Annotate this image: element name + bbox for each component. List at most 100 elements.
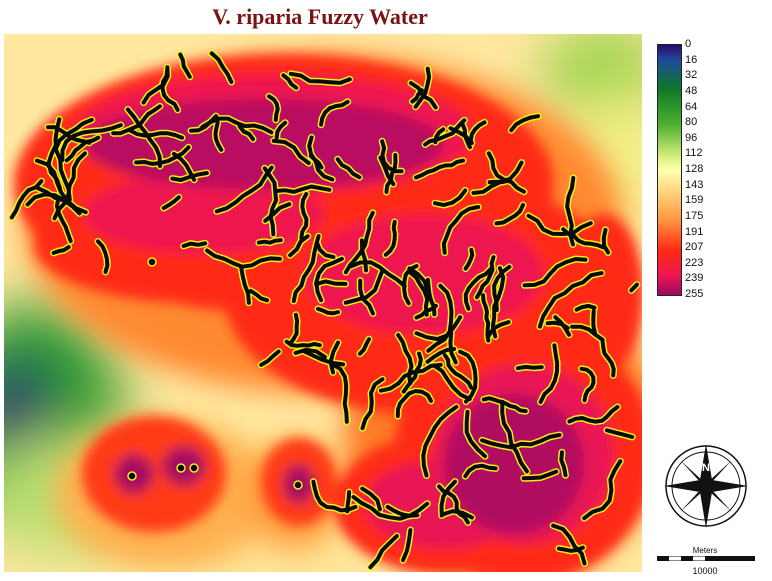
map-title: V. riparia Fuzzy Water: [212, 4, 428, 29]
stream-segment: [433, 188, 468, 207]
stream-segment: [358, 278, 375, 316]
stream-segment: [383, 219, 397, 257]
stream-segment: [481, 293, 491, 343]
stream-segment: [213, 120, 224, 152]
stream-segment: [345, 490, 352, 514]
stream-segment: [486, 320, 511, 338]
stream-segment: [46, 143, 63, 191]
stream-segment: [319, 99, 350, 127]
stream-segment: [141, 65, 170, 105]
legend-tick-label: 191: [685, 226, 704, 238]
stream-segment: [378, 362, 443, 393]
stream-segment: [426, 283, 454, 353]
stream-segment: [414, 303, 438, 320]
stream-segment: [359, 238, 368, 273]
stream-segment: [629, 282, 639, 293]
stream-segment: [134, 145, 191, 166]
legend-tick-label: 159: [685, 194, 704, 206]
legend-tick-label: 255: [685, 288, 704, 300]
stream-segment: [458, 349, 478, 404]
map-raster: [4, 34, 642, 572]
stream-segment: [414, 315, 463, 342]
water-pools: [127, 257, 303, 490]
north-label: N: [702, 462, 710, 474]
stream-segment: [293, 347, 327, 359]
stream-segment: [288, 312, 300, 346]
stream-segment: [526, 213, 593, 236]
legend-tick-label: 207: [685, 241, 704, 253]
scale-bar-track: [657, 556, 755, 561]
stream-segment: [601, 227, 611, 255]
stream-segment: [442, 353, 474, 390]
stream-segment: [161, 195, 181, 210]
stream-segment: [54, 196, 73, 243]
stream-segment: [351, 495, 430, 521]
stream-segment: [460, 121, 472, 150]
legend-tick-label: 175: [685, 210, 704, 222]
stream-segment: [441, 205, 481, 255]
stream-segment: [214, 165, 274, 214]
stream-segment: [343, 268, 385, 305]
stream-segment: [545, 320, 570, 330]
stream-segment: [301, 349, 346, 367]
stream-segment: [360, 486, 382, 512]
stream-segment: [263, 202, 292, 223]
stream-segment: [273, 184, 332, 194]
stream-segment: [288, 234, 310, 258]
scale-unit-label: Meters: [692, 546, 718, 555]
stream-segment: [335, 157, 362, 180]
stream-segment: [64, 135, 101, 163]
stream-segment: [431, 363, 472, 402]
stream-segment: [360, 377, 385, 431]
stream-segment: [439, 479, 457, 518]
stream-segment: [500, 399, 529, 474]
stream-segment: [433, 127, 446, 145]
stream-segment: [181, 241, 208, 248]
stream-segment: [357, 337, 371, 356]
stream-segment: [463, 267, 493, 311]
compass-rose-icon: N: [664, 444, 748, 528]
fuzzy-water-map: [4, 34, 642, 572]
stream-segment: [307, 135, 335, 182]
stream-segment: [60, 123, 123, 162]
stream-segment: [274, 120, 288, 140]
stream-segment: [494, 203, 525, 226]
stream-segment: [271, 138, 311, 166]
stream-segment: [348, 260, 407, 289]
stream-segment: [35, 186, 67, 203]
legend-tick-label: 96: [685, 132, 698, 144]
stream-segment: [368, 534, 399, 570]
stream-segment: [328, 340, 340, 375]
stream-segment: [413, 66, 432, 109]
stream-segment: [299, 192, 309, 240]
stream-segment: [522, 257, 588, 288]
stream-segment: [408, 81, 438, 110]
stream-segment: [384, 153, 398, 194]
legend-color-ramp: [657, 44, 682, 296]
stream-segment: [521, 469, 559, 481]
stream-segment: [414, 158, 466, 180]
legend-tick-label: 239: [685, 272, 704, 284]
stream-segment: [401, 528, 413, 563]
stream-segment: [53, 117, 94, 152]
stream-segment: [551, 523, 587, 566]
legend-tick-label: 143: [685, 179, 704, 191]
stream-segment: [486, 151, 526, 194]
stream-segment: [538, 343, 560, 404]
stream-segment: [256, 238, 283, 245]
stream-segment: [463, 463, 498, 479]
stream-segment: [314, 256, 344, 303]
stream-segment: [96, 239, 110, 274]
stream-segment: [378, 155, 396, 187]
legend-tick-label: 16: [685, 54, 698, 66]
stream-segment: [314, 240, 336, 259]
stream-segment: [248, 288, 270, 303]
stream-segment: [316, 306, 340, 316]
stream-segment: [591, 309, 597, 336]
stream-segment: [237, 124, 255, 142]
stream-segment: [239, 265, 251, 305]
stream-segment: [464, 409, 487, 459]
legend-tick-label: 64: [685, 101, 698, 113]
stream-segment: [537, 271, 604, 329]
scale-bar: Meters 10000: [655, 546, 757, 578]
